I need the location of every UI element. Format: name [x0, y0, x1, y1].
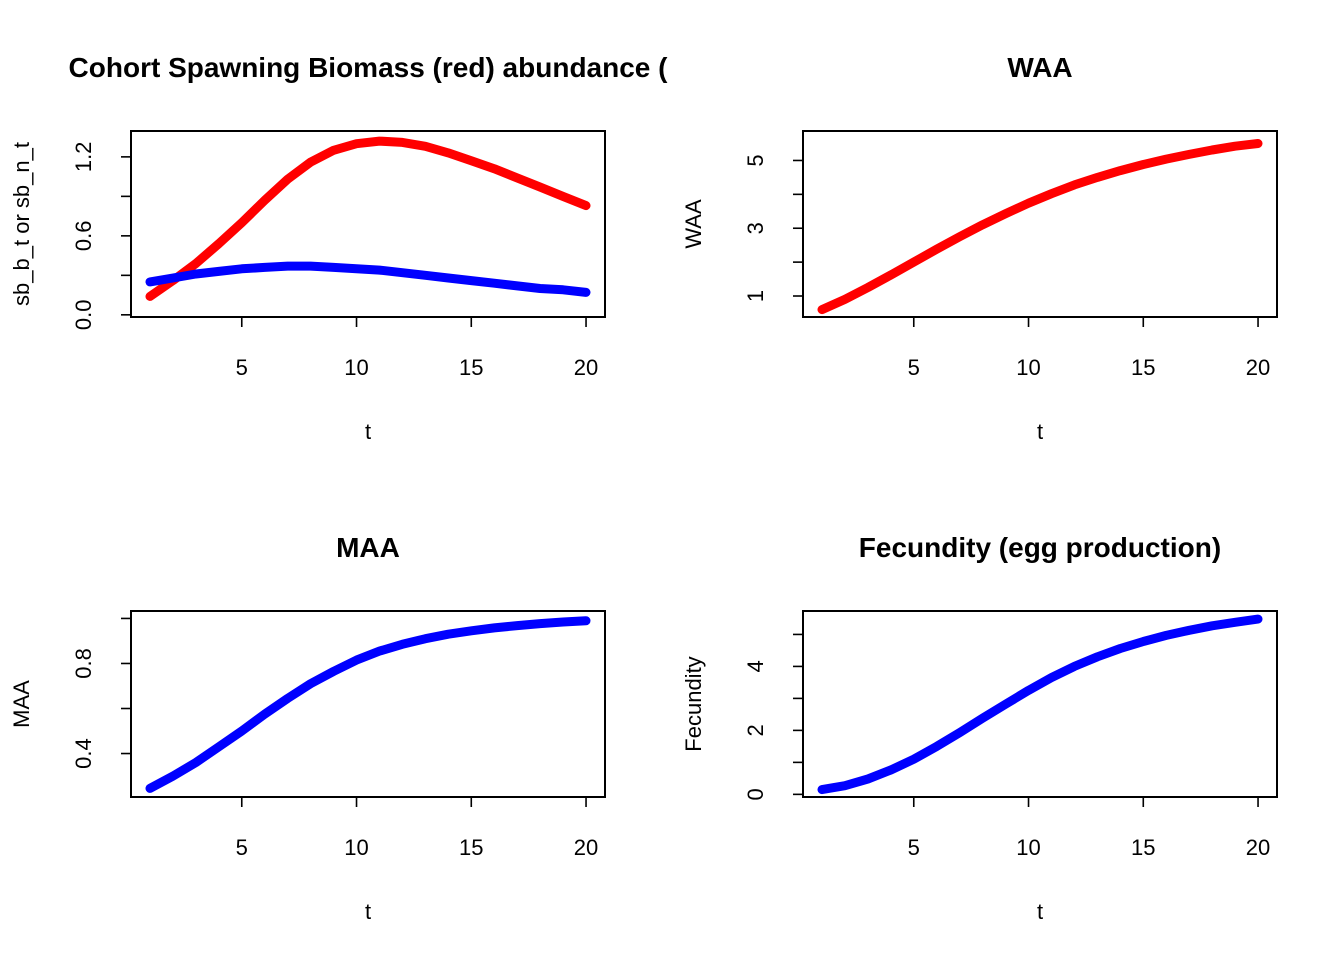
y-tick-label: 1.2 — [71, 142, 96, 173]
series-line-2 — [145, 261, 591, 297]
x-tick-label: 5 — [908, 355, 920, 380]
x-axis-label: t — [365, 899, 371, 924]
chart-title: Cohort Spawning Biomass (red) abundance … — [69, 52, 669, 83]
x-tick-label: 10 — [344, 835, 368, 860]
y-axis-label: sb_b_t or sb_n_t — [9, 142, 34, 306]
y-axis-label: MAA — [9, 680, 34, 728]
x-tick-label: 5 — [236, 355, 248, 380]
y-tick-label: 3 — [743, 222, 768, 234]
chart-panel-3: MAA 5 10 15 20 0.4 0.8 t MAA — [9, 532, 606, 924]
y-tick-label: 0.0 — [71, 300, 96, 331]
chart-title: Fecundity (egg production) — [859, 532, 1221, 563]
x-tick-label: 15 — [1131, 835, 1155, 860]
y-tick-label: 5 — [743, 154, 768, 166]
y-tick-label: 4 — [743, 660, 768, 672]
x-tick-label: 15 — [459, 355, 483, 380]
x-tick-label: 20 — [1246, 835, 1270, 860]
y-tick-label: 1 — [743, 290, 768, 302]
chart-title: MAA — [336, 532, 400, 563]
chart-title: WAA — [1007, 52, 1072, 83]
y-tick-label: 0.6 — [71, 221, 96, 252]
series-line-1 — [817, 139, 1263, 315]
y-tick-label: 2 — [743, 724, 768, 736]
y-tick-label: 0.4 — [71, 738, 96, 769]
series-line-1 — [145, 136, 591, 301]
y-tick-label: 0 — [743, 788, 768, 800]
x-tick-label: 15 — [459, 835, 483, 860]
x-tick-label: 20 — [574, 355, 598, 380]
series-line-1 — [145, 616, 591, 793]
x-axis-label: t — [1037, 419, 1043, 444]
x-tick-label: 5 — [908, 835, 920, 860]
x-axis-label: t — [1037, 899, 1043, 924]
chart-panel-2: WAA 5 10 15 20 1 3 5 t WAA — [681, 52, 1278, 444]
x-tick-label: 10 — [1016, 355, 1040, 380]
x-axis-label: t — [365, 419, 371, 444]
x-tick-label: 15 — [1131, 355, 1155, 380]
x-tick-label: 10 — [344, 355, 368, 380]
chart-panel-1: Cohort Spawning Biomass (red) abundance … — [9, 52, 668, 444]
x-tick-label: 5 — [236, 835, 248, 860]
x-tick-label: 20 — [1246, 355, 1270, 380]
series-line-1 — [817, 614, 1263, 795]
y-axis-label: WAA — [681, 199, 706, 249]
y-axis-label: Fecundity — [681, 656, 706, 751]
chart-panel-4: Fecundity (egg production) 5 10 15 20 0 2 4 t Fec… — [681, 532, 1278, 924]
x-tick-label: 10 — [1016, 835, 1040, 860]
x-tick-label: 20 — [574, 835, 598, 860]
y-tick-label: 0.8 — [71, 648, 96, 679]
